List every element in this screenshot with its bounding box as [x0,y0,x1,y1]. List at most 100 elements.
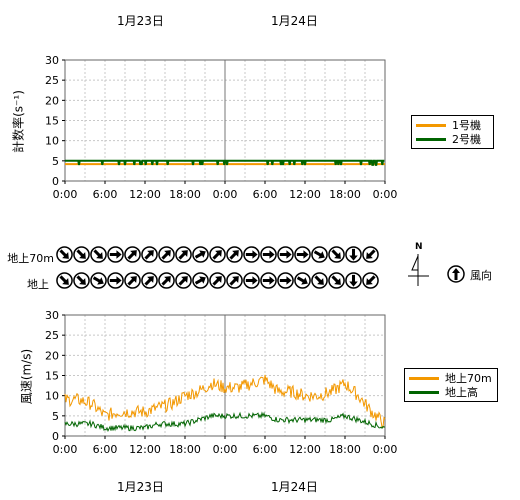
compass-n-label: N [415,242,423,252]
y-tick-label: 15 [45,370,59,383]
x-tick-label: 0:00 [373,443,398,456]
count-rate-axis-label: 計数率(s⁻¹) [11,90,26,153]
wind-direction-arrow-icon [362,246,379,263]
wind-direction-arrow-icon [226,272,243,289]
wind-direction-arrow-icon [294,272,311,289]
legend-item-unit2: 2号機 [412,132,493,146]
wind-direction-arrow-icon [175,272,192,289]
x-tick-label: 18:00 [169,443,201,456]
x-tick-label: 0:00 [213,188,238,201]
wind-direction-legend-label: 風向 [470,269,492,282]
wind-direction-arrow-icon [158,246,175,263]
date-label-bottom-1: 1月23日 [117,480,164,494]
legend-item-ground: 地上高 [405,385,497,399]
x-tick-label: 6:00 [253,443,278,456]
wind-row-label-ground: 地上 [27,278,49,291]
legend-item-unit1: 1号機 [412,118,493,132]
wind-direction-arrow-icon [277,246,294,263]
date-label-top-1: 1月23日 [117,14,164,28]
wind-direction-arrow-icon [243,272,260,289]
x-tick-label: 12:00 [129,443,161,456]
y-tick-label: 10 [45,390,59,403]
wind-direction-arrow-icon [73,246,90,263]
count-rate-chart: 0 5 10 15 20 25 30 0:00 6:00 12:00 18:00 0:00 6:00 12… [45,54,398,201]
wind-direction-arrow-icon [141,272,158,289]
wind-direction-arrow-icon [73,272,90,289]
wind-direction-arrow-icon [124,272,141,289]
y-tick-label: 5 [52,155,59,168]
x-tick-label: 6:00 [253,188,278,201]
compass-north-icon: N [408,242,429,286]
wind-direction-arrow-icon [124,246,141,263]
wind-speed-legend: 地上70m 地上高 [404,368,498,402]
wind-direction-arrow-icon [56,246,73,263]
wind-direction-arrow-icon [260,246,277,263]
x-tick-label: 0:00 [53,443,78,456]
legend-label-unit1: 1号機 [452,119,481,132]
legend-swatch-70m [409,376,439,380]
wind-direction-legend-icon [447,265,465,283]
x-tick-label: 18:00 [329,188,361,201]
wind-direction-arrow-icon [209,246,226,263]
wind-direction-arrow-icon [328,246,345,263]
y-tick-label: 25 [45,329,59,342]
wind-direction-arrow-icon [362,272,379,289]
wind-direction-arrow-icon [175,246,192,263]
wind-direction-arrow-icon [243,246,260,263]
x-tick-label: 12:00 [289,443,321,456]
series-line-2 [65,159,385,166]
wind-direction-arrow-icon [311,246,328,263]
y-tick-label: 25 [45,74,59,87]
x-tick-label: 12:00 [129,188,161,201]
wind-direction-arrow-icon [311,272,328,289]
wind-direction-arrow-icon [90,246,107,263]
wind-direction-arrow-icon [141,246,158,263]
legend-label-ground: 地上高 [445,386,478,399]
count-rate-legend: 1号機 2号機 [411,115,494,149]
date-label-bottom-2: 1月24日 [271,480,318,494]
x-tick-label: 0:00 [53,188,78,201]
legend-label-unit2: 2号機 [452,133,481,146]
y-tick-label: 0 [52,175,59,188]
y-tick-label: 0 [52,430,59,443]
x-tick-label: 0:00 [373,188,398,201]
x-tick-label: 0:00 [213,443,238,456]
wind-direction-arrow-icon [107,272,124,289]
wind-direction-arrow-icon [260,272,277,289]
wind-speed-chart: 0 5 10 15 20 25 30 0:00 6:00 12:00 18:00 0:00 6:00 12… [45,309,398,456]
date-label-top-2: 1月24日 [271,14,318,28]
legend-label-70m: 地上70m [445,372,492,385]
legend-item-70m: 地上70m [405,371,497,385]
wind-direction-arrow-icon [328,272,345,289]
y-tick-label: 10 [45,135,59,148]
y-tick-label: 20 [45,349,59,362]
wind-direction-arrow-icon [90,272,107,289]
wind-direction-arrow-icon [192,272,209,289]
series-line-1 [64,374,386,428]
x-tick-label: 12:00 [289,188,321,201]
x-tick-label: 6:00 [93,188,118,201]
x-tick-label: 18:00 [169,188,201,201]
wind-direction-arrow-icon [345,272,362,289]
y-tick-label: 15 [45,115,59,128]
wind-direction-arrow-icon [107,246,124,263]
wind-direction-arrow-icon [158,272,175,289]
wind-direction-arrow-icon [277,272,294,289]
legend-swatch-unit2 [416,137,446,141]
wind-row-label-70m: 地上70m [7,252,54,265]
x-tick-label: 6:00 [93,443,118,456]
x-tick-label: 18:00 [329,443,361,456]
y-tick-label: 30 [45,309,59,322]
y-tick-label: 20 [45,94,59,107]
y-tick-label: 30 [45,54,59,67]
y-tick-label: 5 [52,410,59,423]
wind-direction-arrow-icon [226,246,243,263]
wind-direction-arrow-icon [294,246,311,263]
wind-direction-arrow-icon [209,272,226,289]
legend-swatch-unit1 [416,123,446,127]
wind-direction-arrow-icon [345,246,362,263]
wind-direction-arrow-icon [192,246,209,263]
legend-swatch-ground [409,390,439,394]
wind-speed-axis-label: 風速(m/s) [19,348,34,405]
series-line-2 [64,411,385,432]
